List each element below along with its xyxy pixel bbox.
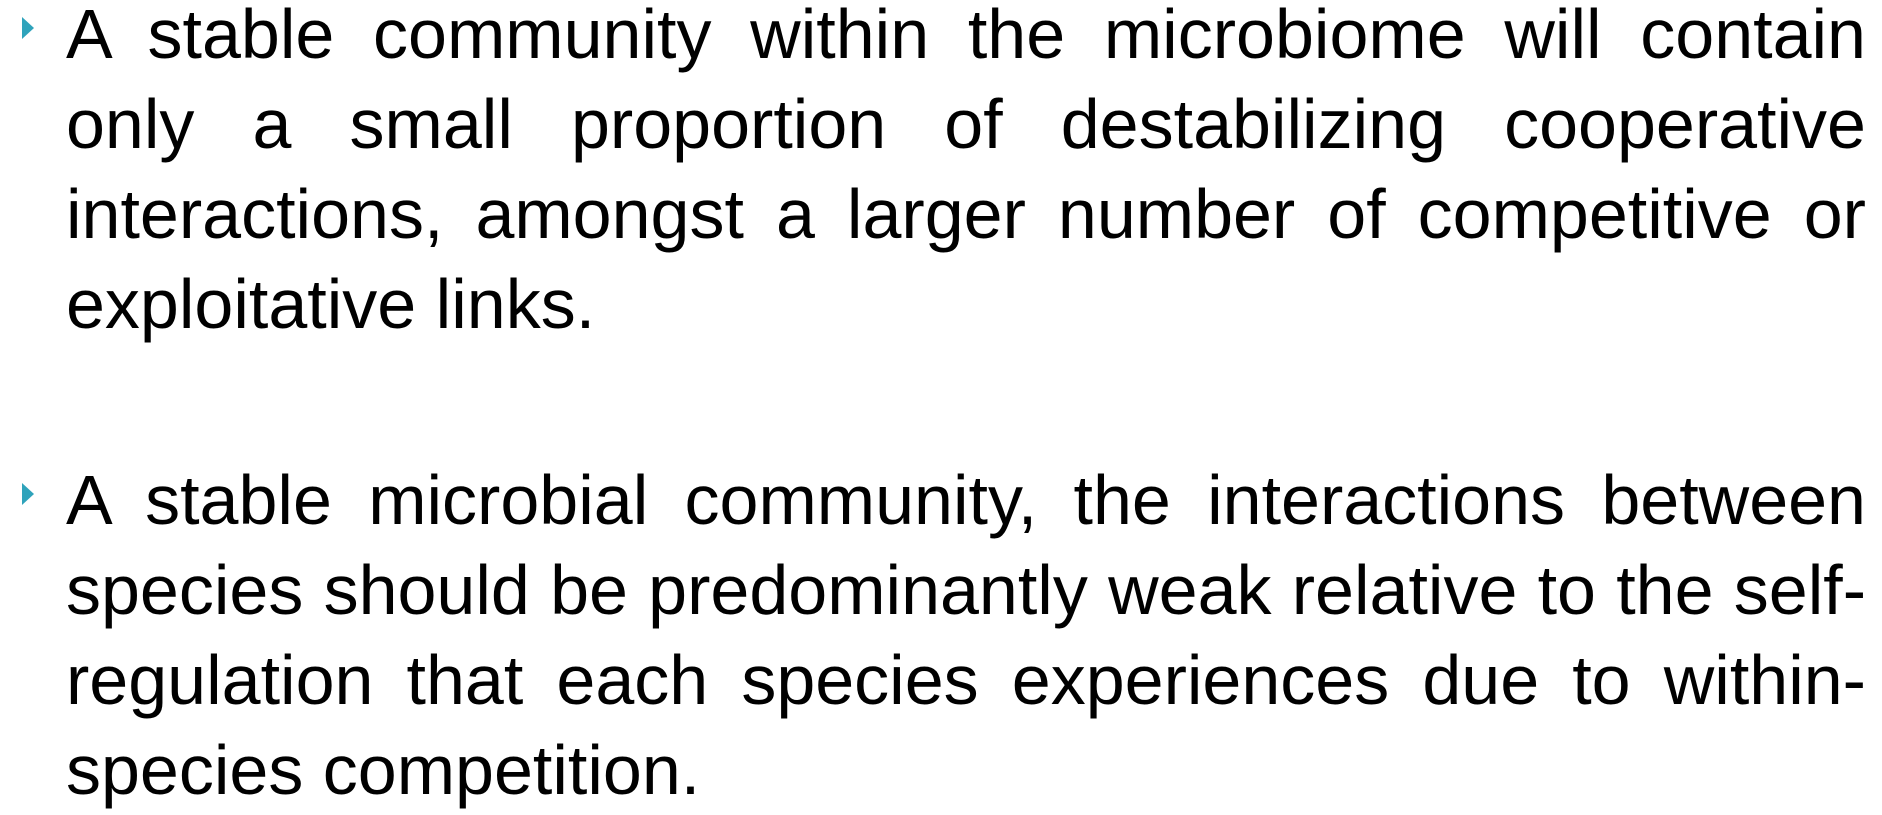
bullet-text: A stable microbial community, the intera…: [66, 461, 1866, 809]
bullet-marker: [22, 17, 34, 39]
bullet-marker: [22, 483, 34, 505]
bullet-item: A stable community within the microbiome…: [0, 0, 1882, 349]
bullet-text: A stable community within the microbiome…: [66, 0, 1866, 343]
bullet-item: A stable microbial community, the intera…: [0, 455, 1882, 815]
